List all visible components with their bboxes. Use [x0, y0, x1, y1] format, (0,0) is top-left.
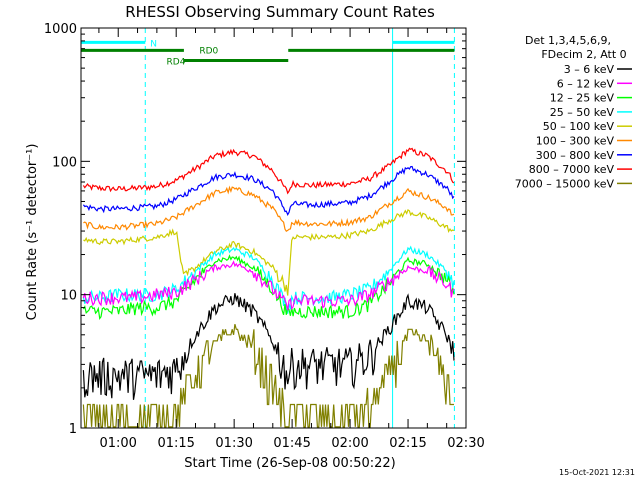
legend-label-0: 3 – 6 keV [564, 63, 615, 76]
y-tick-label: 100 [52, 155, 77, 170]
legend-label-4: 50 – 100 keV [543, 120, 615, 133]
plot-frame [80, 27, 467, 429]
series-line-8 [82, 324, 454, 428]
series-line-7 [82, 293, 455, 400]
legend-label-7: 800 – 7000 keV [529, 163, 615, 176]
chart-title: RHESSI Observing Summary Count Rates [125, 3, 435, 21]
y-tick-label: 1000 [44, 22, 77, 37]
series-line-4 [82, 245, 455, 314]
legend-header-line-1: Det 1,3,4,5,6,9, [525, 34, 611, 47]
legend-header-line-2: FDecim 2, Att 0 [541, 48, 626, 61]
series-line-1 [82, 165, 455, 216]
x-tick-label: 01:30 [215, 436, 252, 451]
axes-layer: 1 10 100 1000 01:00 01:15 01:30 01:45 02:00 02:15… [44, 22, 485, 451]
x-axis-label: Start Time (26-Sep-08 00:50:22) [184, 456, 395, 471]
x-tick-label: 02:15 [389, 436, 426, 451]
x-tick-label: 01:45 [273, 436, 310, 451]
x-tick-label: 02:00 [331, 436, 368, 451]
legend-label-6: 300 – 800 keV [536, 149, 615, 162]
x-tick-label: 02:30 [447, 436, 484, 451]
y-tick-label: 1 [69, 422, 77, 437]
legend-label-8: 7000 – 15000 keV [515, 177, 615, 190]
flag-label-n: N [150, 39, 157, 49]
series-layer [82, 147, 455, 428]
series-line-0 [82, 147, 455, 195]
generated-timestamp: 15-Oct-2021 12:31 [559, 468, 635, 477]
y-axis-label: Count Rate (s⁻¹ detector⁻¹) [25, 144, 40, 321]
flag-label-rd4: RD4 [167, 58, 186, 68]
legend-label-2: 12 – 25 keV [550, 92, 615, 105]
y-tick-label: 10 [60, 289, 77, 304]
legend-label-5: 100 – 300 keV [536, 135, 615, 148]
plot-overlays: N RD0 RD4 [80, 28, 455, 428]
legend-label-3: 25 – 50 keV [550, 106, 615, 119]
flag-label-rd0: RD0 [199, 46, 218, 56]
x-tick-label: 01:15 [157, 436, 194, 451]
series-line-6 [82, 260, 455, 311]
legend-label-1: 6 – 12 keV [557, 77, 615, 90]
series-line-3 [83, 208, 455, 296]
x-tick-label: 01:00 [99, 436, 136, 451]
series-line-2 [83, 185, 455, 233]
